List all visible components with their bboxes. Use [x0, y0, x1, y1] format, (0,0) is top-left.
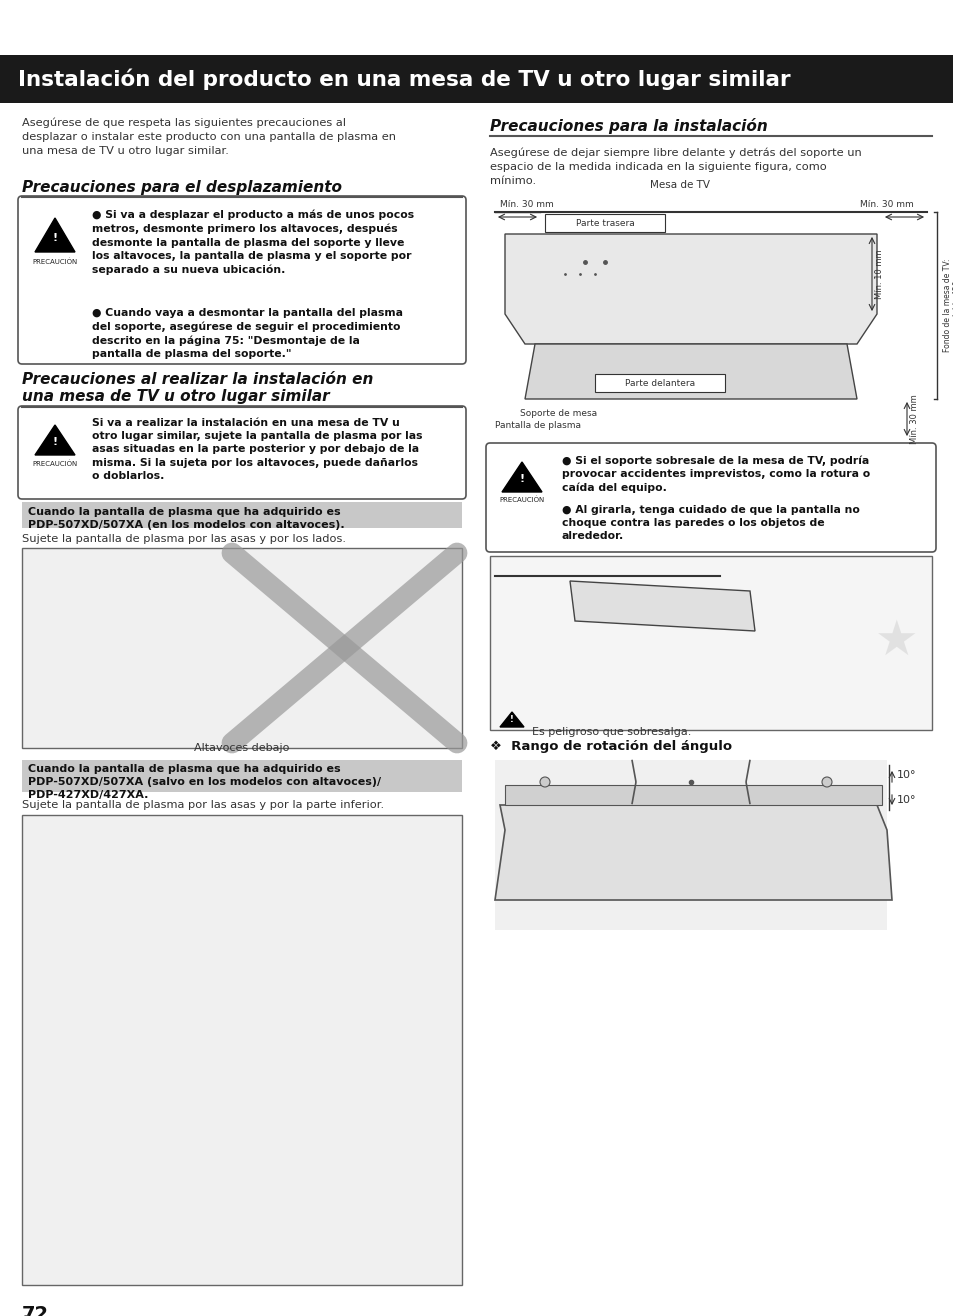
Text: Parte trasera: Parte trasera — [575, 218, 634, 228]
Text: ● Al girarla, tenga cuidado de que la pantalla no
choque contra las paredes o lo: ● Al girarla, tenga cuidado de que la pa… — [561, 505, 859, 541]
Bar — [0, 55, 953, 103]
Text: Asegúrese de que respeta las siguientes precauciones al
desplazar o instalar est: Asegúrese de que respeta las siguientes … — [22, 118, 395, 155]
Text: ❖  Rango de rotación del ángulo: ❖ Rango de rotación del ángulo — [490, 740, 731, 753]
Text: 10°: 10° — [896, 770, 916, 780]
Text: Sujete la pantalla de plasma por las asas y por los lados.: Sujete la pantalla de plasma por las asa… — [22, 534, 346, 544]
Text: Asegúrese de dejar siempre libre delante y detrás del soporte un
espacio de la m: Asegúrese de dejar siempre libre delante… — [490, 147, 861, 186]
Text: ● Si el soporte sobresale de la mesa de TV, podría
provocar accidentes imprevist: ● Si el soporte sobresale de la mesa de … — [561, 455, 869, 492]
Text: Cuando la pantalla de plasma que ha adquirido es
PDP-507XD/507XA (en los modelos: Cuando la pantalla de plasma que ha adqu… — [28, 507, 344, 530]
Text: Parte delantera: Parte delantera — [624, 379, 695, 387]
Text: Soporte de mesa: Soporte de mesa — [519, 409, 597, 418]
Polygon shape — [499, 712, 523, 726]
Text: Mín. 30 mm: Mín. 30 mm — [499, 200, 553, 209]
Text: PRECAUCIÓN: PRECAUCIÓN — [498, 497, 544, 504]
Bar — [595, 374, 724, 392]
Text: Altavoces debajo: Altavoces debajo — [194, 744, 290, 753]
Bar — [22, 547, 461, 747]
Bar — [490, 555, 931, 730]
Text: ★: ★ — [874, 617, 918, 665]
Bar — [22, 761, 461, 792]
Text: PRECAUCIÓN: PRECAUCIÓN — [32, 258, 77, 265]
Text: Mín. 30 mm: Mín. 30 mm — [859, 200, 913, 209]
Text: 72: 72 — [22, 1305, 49, 1316]
Bar — [544, 215, 664, 232]
Text: !: ! — [52, 437, 57, 447]
Polygon shape — [504, 234, 876, 343]
Polygon shape — [524, 343, 856, 399]
Text: !: ! — [518, 474, 524, 484]
Text: Fondo de la mesa de TV:
recomendable 420 mm
como mínimo: Fondo de la mesa de TV: recomendable 420… — [942, 259, 953, 353]
FancyBboxPatch shape — [18, 407, 465, 499]
Text: !: ! — [52, 233, 57, 243]
Circle shape — [821, 776, 831, 787]
Text: Cuando la pantalla de plasma que ha adquirido es
PDP-507XD/507XA (salvo en los m: Cuando la pantalla de plasma que ha adqu… — [28, 765, 381, 800]
Bar — [495, 761, 886, 930]
FancyBboxPatch shape — [485, 443, 935, 551]
Text: Mín. 10 mm: Mín. 10 mm — [874, 249, 883, 299]
Text: Precauciones al realizar la instalación en
una mesa de TV u otro lugar similar: Precauciones al realizar la instalación … — [22, 372, 373, 404]
Text: Pantalla de plasma: Pantalla de plasma — [495, 421, 580, 430]
Text: ● Cuando vaya a desmontar la pantalla del plasma
del soporte, asegúrese de segui: ● Cuando vaya a desmontar la pantalla de… — [91, 308, 402, 359]
Text: Mesa de TV: Mesa de TV — [649, 180, 709, 190]
FancyBboxPatch shape — [18, 196, 465, 365]
Text: !: ! — [510, 716, 514, 725]
Text: ● Si va a desplazar el producto a más de unos pocos
metros, desmonte primero los: ● Si va a desplazar el producto a más de… — [91, 211, 414, 275]
Bar — [22, 815, 461, 1284]
Polygon shape — [501, 462, 541, 492]
Bar — [22, 501, 461, 528]
Text: Mín. 30 mm: Mín. 30 mm — [909, 393, 918, 443]
Polygon shape — [569, 580, 754, 630]
Text: Si va a realizar la instalación en una mesa de TV u
otro lugar similar, sujete l: Si va a realizar la instalación en una m… — [91, 418, 422, 480]
Text: PRECAUCIÓN: PRECAUCIÓN — [32, 461, 77, 466]
Polygon shape — [495, 805, 891, 900]
Polygon shape — [35, 425, 75, 455]
Text: Precauciones para el desplazamiento: Precauciones para el desplazamiento — [22, 180, 341, 195]
Circle shape — [539, 776, 550, 787]
Text: Sujete la pantalla de plasma por las asas y por la parte inferior.: Sujete la pantalla de plasma por las asa… — [22, 800, 384, 811]
Text: 10°: 10° — [896, 795, 916, 805]
Text: Es peligroso que sobresalga.: Es peligroso que sobresalga. — [532, 726, 691, 737]
Polygon shape — [35, 218, 75, 251]
Bar — [504, 786, 882, 805]
Text: Instalación del producto en una mesa de TV u otro lugar similar: Instalación del producto en una mesa de … — [18, 68, 790, 89]
Text: Precauciones para la instalación: Precauciones para la instalación — [490, 118, 767, 134]
